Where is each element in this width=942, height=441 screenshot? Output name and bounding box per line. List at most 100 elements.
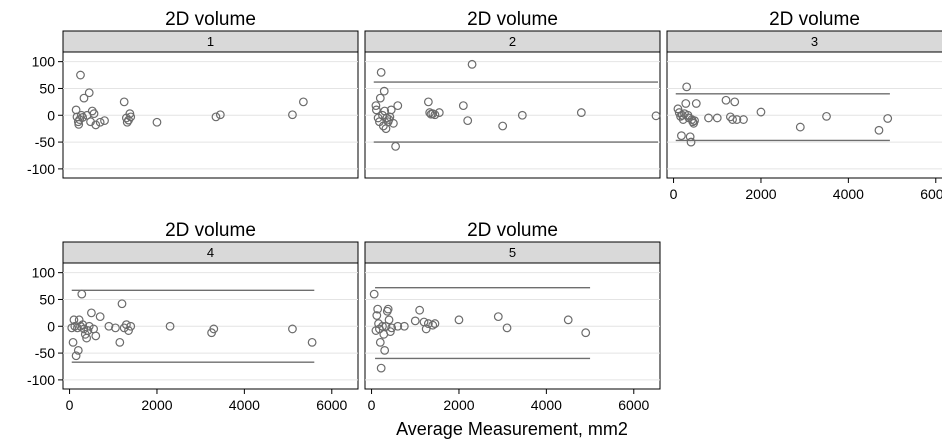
panel-title: 2D volume	[165, 220, 256, 241]
data-point	[91, 331, 101, 341]
data-point	[678, 115, 688, 124]
data-point	[126, 321, 136, 331]
data-point	[215, 110, 225, 120]
data-point	[373, 113, 383, 123]
data-point	[115, 337, 125, 347]
x-tick-label: 0	[670, 186, 678, 202]
strip-label: 2	[509, 34, 516, 49]
data-point	[376, 363, 386, 373]
x-tick-label: 4000	[229, 397, 260, 413]
data-point	[119, 97, 129, 107]
data-point	[73, 345, 83, 355]
data-point	[732, 115, 742, 124]
y-tick-label: -100	[27, 161, 55, 177]
data-point	[415, 305, 425, 315]
panel-title: 2D volume	[769, 9, 860, 30]
panel-title: 2D volume	[165, 9, 256, 30]
data-point	[681, 99, 691, 108]
data-point	[756, 107, 766, 117]
data-point	[121, 320, 131, 330]
data-point	[375, 93, 385, 103]
data-point	[124, 326, 133, 335]
data-point	[84, 88, 94, 98]
data-point	[288, 110, 297, 120]
data-point	[78, 113, 88, 122]
data-point	[463, 116, 473, 126]
data-point	[730, 97, 740, 107]
data-point	[79, 93, 89, 103]
y-tick-label: -50	[35, 134, 55, 150]
data-point	[371, 105, 381, 115]
data-point	[428, 320, 438, 330]
data-point	[674, 108, 684, 117]
strip-label: 3	[811, 34, 818, 49]
y-tick-label: -50	[35, 345, 55, 361]
data-point	[78, 320, 88, 330]
data-point	[83, 326, 93, 335]
data-point	[434, 108, 444, 117]
data-point	[454, 315, 464, 325]
data-point	[87, 106, 97, 116]
data-point	[378, 121, 388, 131]
data-point	[686, 137, 696, 147]
data-point	[677, 131, 686, 141]
y-tick-label: 0	[47, 107, 55, 123]
data-point	[423, 97, 433, 107]
data-point	[79, 324, 89, 334]
data-point	[100, 116, 109, 126]
y-tick-label: -100	[27, 372, 55, 388]
data-point	[421, 324, 431, 334]
data-point	[211, 112, 221, 122]
data-point	[682, 82, 692, 92]
data-point	[383, 304, 393, 314]
data-point	[369, 289, 379, 299]
data-point	[651, 111, 661, 121]
data-point	[410, 316, 420, 326]
data-point	[883, 114, 893, 123]
data-point	[391, 141, 400, 151]
data-point	[375, 337, 385, 347]
data-point	[91, 120, 101, 130]
data-point	[372, 311, 382, 320]
data-point	[104, 321, 114, 331]
y-tick-label: 100	[32, 265, 56, 281]
x-tick-label: 0	[368, 397, 376, 413]
panel-strip	[666, 30, 942, 53]
data-point	[721, 95, 731, 105]
data-point	[423, 319, 433, 328]
data-point	[378, 321, 387, 331]
data-point	[95, 117, 105, 127]
x-tick-label: 2000	[745, 186, 776, 202]
data-point	[87, 308, 96, 318]
data-point	[307, 337, 317, 347]
y-tick-label: 0	[47, 318, 55, 334]
data-point	[71, 351, 81, 361]
strip-label: 5	[509, 245, 516, 260]
y-tick-label: 100	[32, 54, 56, 70]
x-tick-label: 6000	[618, 397, 649, 413]
data-point	[126, 112, 136, 122]
data-point	[430, 319, 440, 328]
data-point	[69, 315, 79, 325]
data-point	[822, 111, 831, 121]
data-point	[393, 101, 403, 111]
data-point	[298, 97, 308, 107]
data-point	[685, 132, 695, 142]
data-point	[673, 104, 683, 114]
data-point	[739, 115, 748, 124]
panel-title: 2D volume	[467, 220, 558, 241]
data-point	[563, 315, 573, 325]
data-point	[502, 323, 512, 333]
data-point	[399, 321, 409, 331]
data-point	[84, 321, 94, 331]
data-point	[393, 321, 403, 331]
data-point	[576, 108, 586, 117]
x-tick-label: 0	[66, 397, 74, 413]
strip-label: 4	[207, 245, 214, 260]
data-point	[152, 117, 162, 127]
x-tick-label: 6000	[316, 397, 347, 413]
data-point	[691, 99, 701, 108]
data-point	[379, 86, 389, 96]
data-point	[387, 323, 397, 333]
